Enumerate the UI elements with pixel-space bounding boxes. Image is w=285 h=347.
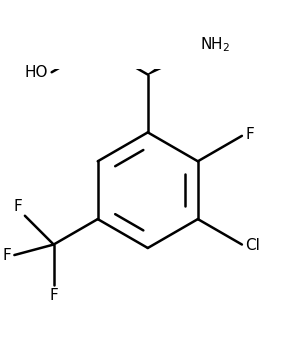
- Text: NH$_2$: NH$_2$: [200, 35, 230, 54]
- Text: F: F: [49, 288, 58, 303]
- Text: F: F: [14, 198, 23, 214]
- Text: HO: HO: [25, 65, 48, 80]
- Text: Cl: Cl: [245, 238, 260, 253]
- Polygon shape: [148, 43, 198, 75]
- Text: F: F: [245, 127, 254, 142]
- Text: F: F: [2, 247, 11, 263]
